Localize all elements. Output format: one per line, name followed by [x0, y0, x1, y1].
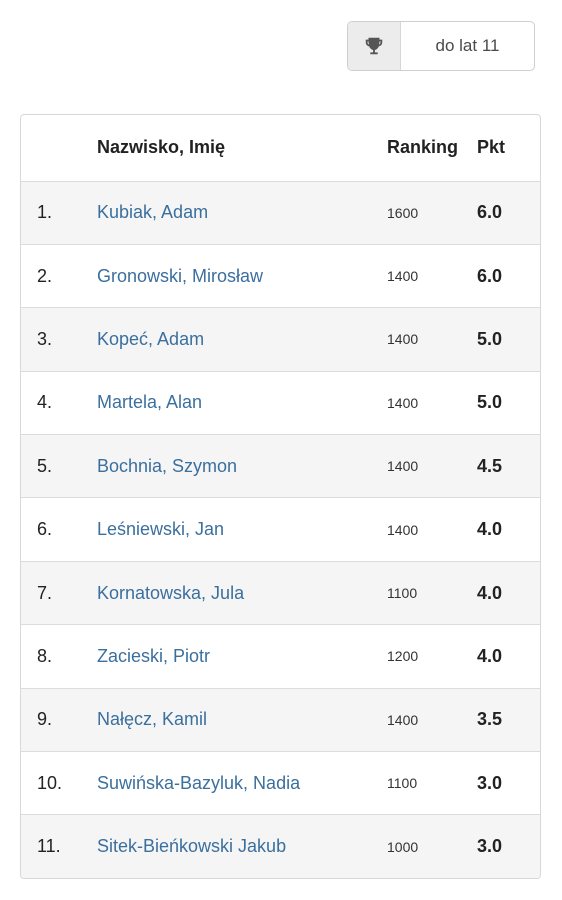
- player-name-link[interactable]: Nałęcz, Kamil: [97, 709, 208, 730]
- category-icon-box: [348, 22, 401, 70]
- table-row: 9. Nałęcz, Kamil 1400 3.5: [21, 688, 540, 752]
- player-name-link[interactable]: Bochnia, Szymon: [97, 455, 238, 476]
- row-number: 9.: [37, 709, 53, 730]
- row-number: 3.: [37, 328, 53, 349]
- player-name-link[interactable]: Kopeć, Adam: [97, 328, 205, 349]
- player-points: 6.0: [477, 265, 503, 286]
- row-number: 6.: [37, 519, 53, 540]
- table-row: 6. Leśniewski, Jan 1400 4.0: [21, 497, 540, 562]
- player-cell: Nałęcz, Kamil: [97, 688, 387, 751]
- trophy-icon: [365, 37, 383, 55]
- table-row: 8. Zacieski, Piotr 1200 4.0: [21, 624, 540, 689]
- table-row: 2. Gronowski, Mirosław 1400 6.0: [21, 244, 540, 308]
- header-name: Nazwisko, Imię: [97, 137, 226, 158]
- player-name-link[interactable]: Gronowski, Mirosław: [97, 265, 264, 286]
- player-cell: Leśniewski, Jan: [97, 498, 387, 561]
- table-row: 7. Kornatowska, Jula 1100 4.0: [21, 561, 540, 625]
- player-cell: Martela, Alan: [97, 371, 387, 434]
- table-row: 5. Bochnia, Szymon 1400 4.5: [21, 434, 540, 498]
- player-ranking: 1400: [387, 394, 419, 411]
- table-header-row: Nazwisko, Imię Ranking Pkt: [21, 115, 540, 181]
- header-number: [21, 115, 97, 181]
- table-row: 10. Suwińska-Bazyluk, Nadia 1100 3.0: [21, 751, 540, 815]
- player-ranking: 1400: [387, 458, 419, 475]
- player-points: 4.0: [477, 645, 503, 666]
- player-ranking: 1200: [387, 648, 419, 665]
- player-points: 4.0: [477, 519, 503, 540]
- player-name-link[interactable]: Zacieski, Piotr: [97, 645, 211, 666]
- table-row: 4. Martela, Alan 1400 5.0: [21, 371, 540, 435]
- player-ranking: 1400: [387, 331, 419, 348]
- player-cell: Kornatowska, Jula: [97, 561, 387, 624]
- player-name-link[interactable]: Leśniewski, Jan: [97, 519, 225, 540]
- player-name-link[interactable]: Sitek-Bieńkowski Jakub: [97, 836, 287, 857]
- player-points: 5.0: [477, 328, 503, 349]
- player-points: 5.0: [477, 392, 503, 413]
- table-row: 1. Kubiak, Adam 1600 6.0: [21, 181, 540, 245]
- player-cell: Sitek-Bieńkowski Jakub: [97, 815, 387, 878]
- player-cell: Kopeć, Adam: [97, 308, 387, 371]
- row-number: 2.: [37, 265, 53, 286]
- row-number: 1.: [37, 202, 53, 223]
- player-cell: Gronowski, Mirosław: [97, 244, 387, 307]
- player-ranking: 1400: [387, 711, 419, 728]
- row-number: 10.: [37, 772, 63, 793]
- player-ranking: 1100: [387, 775, 418, 792]
- category-value: do lat 11: [435, 36, 500, 55]
- player-ranking: 1400: [387, 268, 419, 285]
- standings-table: Nazwisko, Imię Ranking Pkt 1. Kubiak, Ada…: [20, 114, 541, 880]
- player-points: 3.0: [477, 836, 503, 857]
- player-points: 3.0: [477, 772, 503, 793]
- player-points: 4.5: [477, 455, 503, 476]
- row-number: 11.: [37, 836, 61, 857]
- player-cell: Zacieski, Piotr: [97, 625, 387, 688]
- row-number: 4.: [37, 392, 53, 413]
- table-row: 3. Kopeć, Adam 1400 5.0: [21, 307, 540, 372]
- header-points: Pkt: [477, 137, 506, 158]
- player-points: 4.0: [477, 582, 503, 603]
- player-points: 3.5: [477, 709, 503, 730]
- player-points: 6.0: [477, 202, 503, 223]
- header-ranking: Ranking: [387, 137, 459, 158]
- player-cell: Suwińska-Bazyluk, Nadia: [97, 752, 387, 815]
- player-cell: Bochnia, Szymon: [97, 435, 387, 498]
- player-name-link[interactable]: Suwińska-Bazyluk, Nadia: [97, 772, 301, 793]
- player-name-link[interactable]: Martela, Alan: [97, 392, 203, 413]
- player-ranking: 1600: [387, 204, 419, 221]
- player-name-link[interactable]: Kornatowska, Jula: [97, 582, 245, 603]
- row-number: 7.: [37, 582, 53, 603]
- player-name-link[interactable]: Kubiak, Adam: [97, 202, 209, 223]
- category-select[interactable]: do lat 11: [347, 21, 535, 71]
- player-ranking: 1100: [387, 585, 418, 602]
- player-ranking: 1400: [387, 521, 419, 538]
- player-ranking: 1000: [387, 838, 419, 855]
- player-cell: Kubiak, Adam: [97, 181, 387, 244]
- row-number: 8.: [37, 645, 53, 666]
- table-row: 11. Sitek-Bieńkowski Jakub 1000 3.0: [21, 814, 540, 879]
- row-number: 5.: [37, 455, 53, 476]
